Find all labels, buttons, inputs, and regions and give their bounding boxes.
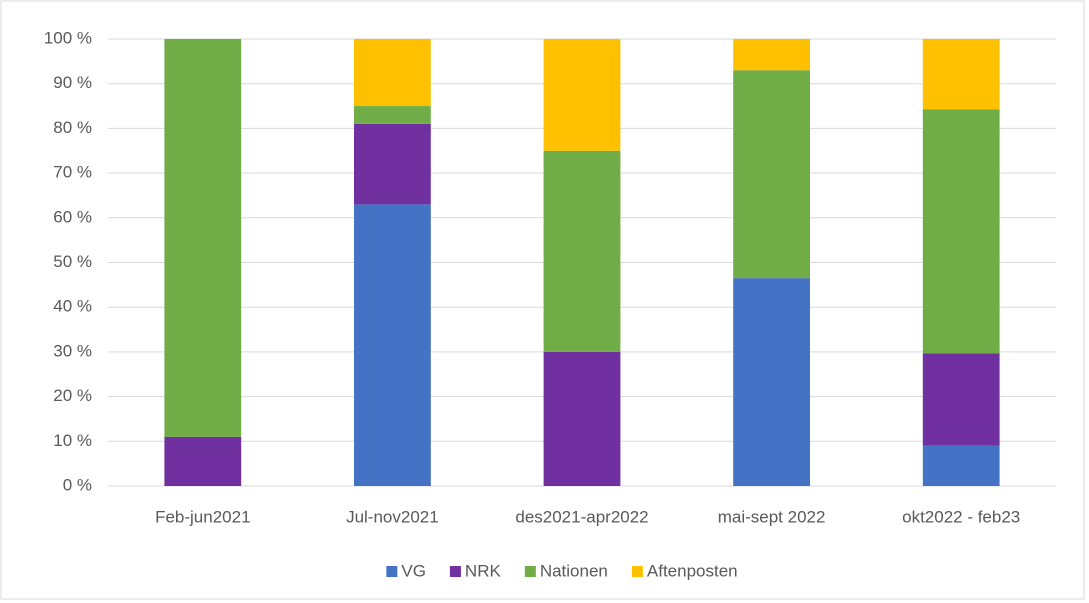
x-tick-label: mai-sept 2022	[718, 507, 826, 526]
bar-segment	[922, 353, 1000, 446]
y-tick-label: 50 %	[53, 252, 92, 271]
bar-segment	[354, 204, 431, 486]
bar-segment	[733, 70, 810, 279]
y-tick-label: 10 %	[53, 431, 92, 450]
y-tick-label: 100 %	[44, 28, 92, 47]
y-tick-label: 0 %	[63, 475, 92, 494]
y-tick-label: 70 %	[53, 163, 92, 182]
legend-label: Aftenposten	[647, 561, 738, 580]
legend-label: Nationen	[540, 561, 608, 580]
bar-segment	[733, 39, 810, 71]
x-tick-label: Jul-nov2021	[346, 507, 439, 526]
bar-segment	[922, 39, 1000, 110]
legend-swatch	[449, 566, 461, 577]
legend-swatch	[631, 566, 643, 577]
y-tick-label: 60 %	[53, 207, 92, 226]
bar-segment	[543, 351, 621, 486]
bar-segment	[354, 123, 431, 205]
y-tick-label: 90 %	[53, 73, 92, 92]
x-tick-label: Feb-jun2021	[155, 507, 250, 526]
bar-segment	[164, 39, 242, 437]
bar-segment	[733, 278, 810, 486]
bar-segment	[354, 106, 431, 124]
x-tick-label: des2021-apr2022	[515, 507, 648, 526]
y-tick-label: 30 %	[53, 341, 92, 360]
bar-segment	[922, 445, 1000, 486]
y-tick-label: 40 %	[53, 297, 92, 316]
x-tick-label: okt2022 - feb23	[902, 507, 1020, 526]
legend-swatch	[386, 566, 398, 577]
y-tick-label: 20 %	[53, 386, 92, 405]
bar-segment	[354, 39, 431, 107]
legend-label: VG	[401, 561, 426, 580]
legend-label: NRK	[465, 561, 502, 580]
y-tick-label: 80 %	[53, 118, 92, 137]
bar-segment	[543, 39, 621, 151]
bar-segment	[543, 150, 621, 352]
bar-segment	[922, 109, 1000, 354]
legend-swatch	[524, 566, 536, 577]
bar-segment	[164, 436, 242, 486]
